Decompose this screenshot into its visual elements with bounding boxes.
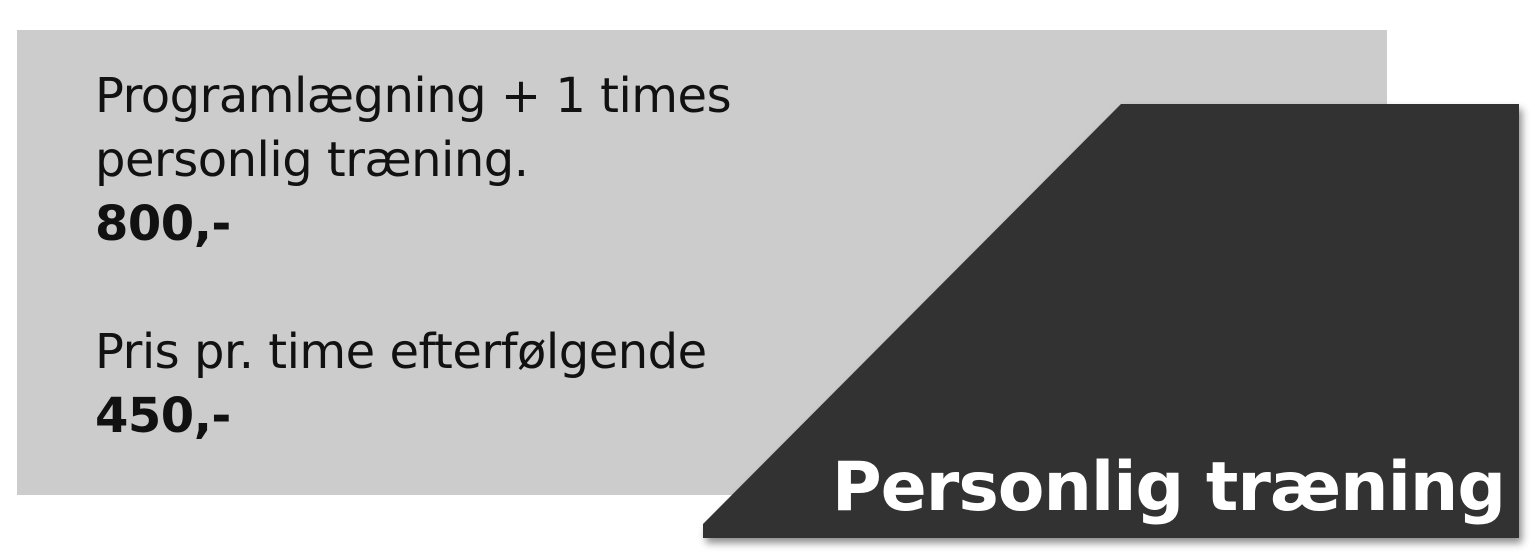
pricing-details: Programlægning + 1 times personlig træni…: [95, 64, 732, 448]
offer-description-line-1: Programlægning + 1 times: [95, 68, 732, 124]
offer-description-line-2: personlig træning.: [95, 132, 529, 188]
hourly-rate-price: 450,-: [95, 388, 231, 444]
offer-price: 800,-: [95, 196, 231, 252]
title-panel-shape: [703, 104, 1519, 538]
hourly-rate-label: Pris pr. time efterfølgende: [95, 324, 707, 380]
section-title: Personlig træning: [831, 448, 1506, 527]
